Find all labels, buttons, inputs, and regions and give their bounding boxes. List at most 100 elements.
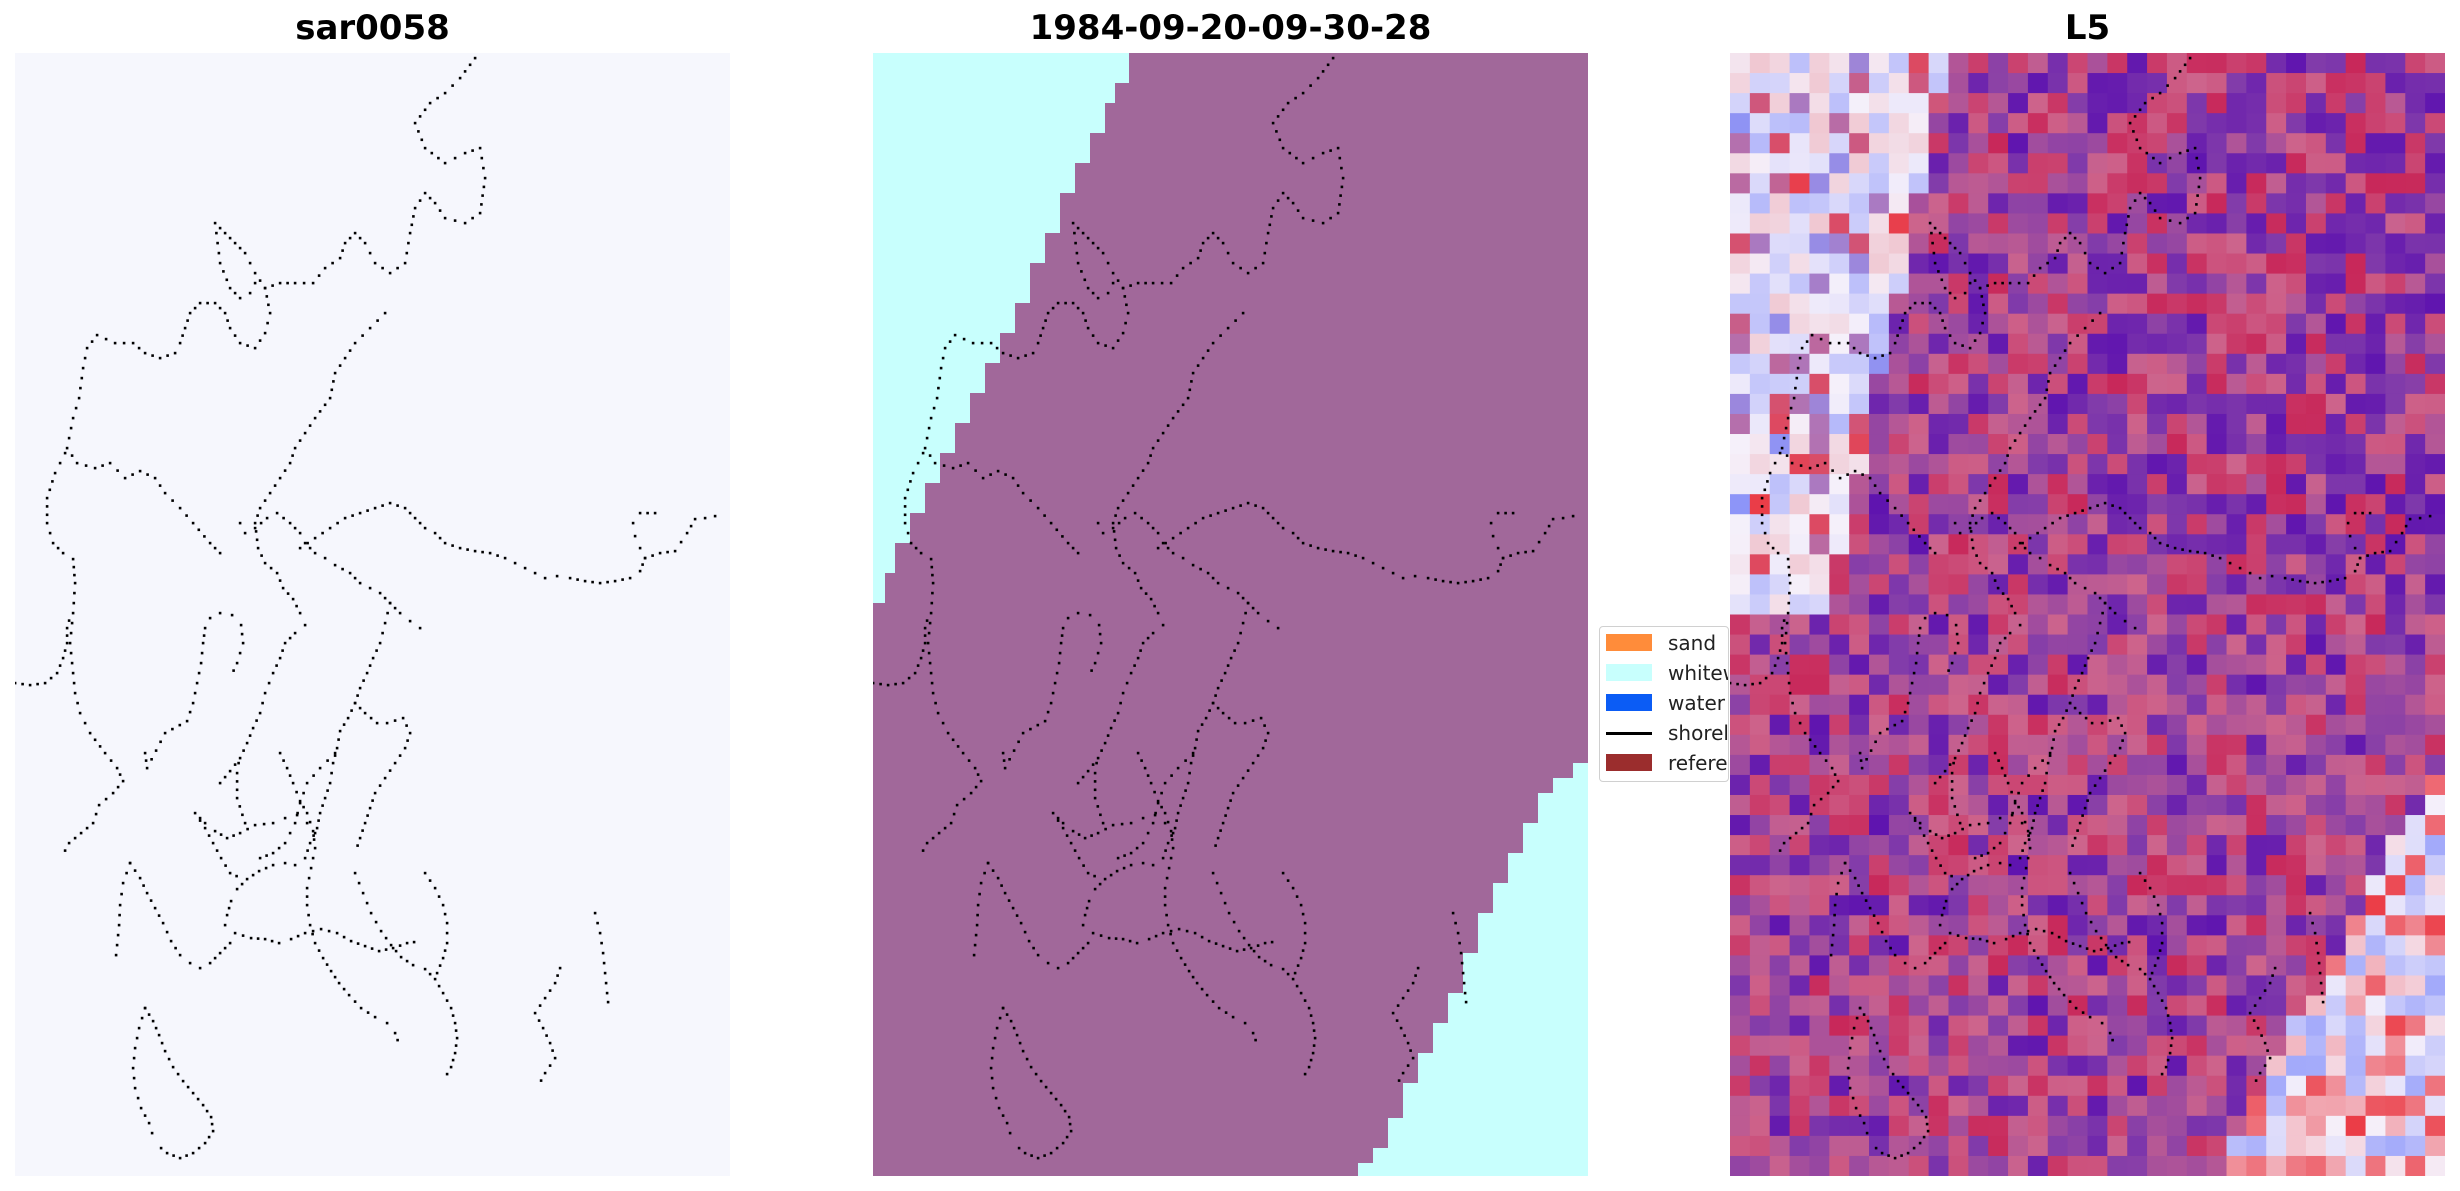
reference-point bbox=[1953, 831, 1957, 835]
l5-pixel bbox=[1749, 373, 1771, 395]
l5-pixel bbox=[2325, 1155, 2347, 1176]
l5-pixel bbox=[2027, 955, 2049, 977]
reference-point bbox=[311, 281, 315, 285]
l5-pixel bbox=[1749, 875, 1771, 896]
reference-point bbox=[2152, 984, 2156, 988]
l5-pixel bbox=[2166, 313, 2188, 335]
l5-pixel bbox=[1730, 855, 1751, 876]
reference-point bbox=[1058, 651, 1062, 655]
reference-point bbox=[1043, 1154, 1046, 1157]
l5-pixel bbox=[2345, 213, 2367, 235]
l5-pixel bbox=[2067, 935, 2089, 957]
reference-point bbox=[1808, 466, 1812, 470]
reference-point bbox=[2125, 223, 2129, 227]
l5-pixel bbox=[2087, 1055, 2108, 1077]
reference-point bbox=[202, 634, 206, 637]
reference-point bbox=[998, 1016, 1002, 1020]
l5-pixel bbox=[1749, 53, 1771, 74]
l5-pixel bbox=[2266, 193, 2287, 215]
l5-pixel bbox=[2226, 975, 2247, 997]
l5-pixel bbox=[2127, 1015, 2148, 1037]
l5-pixel bbox=[2008, 253, 2029, 275]
reference-point bbox=[1401, 1071, 1405, 1075]
reference-point bbox=[288, 636, 292, 640]
l5-pixel bbox=[1908, 73, 1930, 94]
reference-point bbox=[1133, 664, 1136, 667]
reference-point bbox=[1276, 199, 1280, 202]
l5-pixel bbox=[2008, 815, 2029, 836]
reference-point bbox=[1912, 528, 1916, 532]
l5-pixel bbox=[2186, 393, 2208, 415]
l5-pixel bbox=[2405, 1135, 2426, 1157]
reference-point bbox=[238, 831, 242, 835]
reference-point bbox=[942, 464, 946, 467]
reference-point bbox=[1091, 334, 1095, 337]
l5-pixel bbox=[2325, 614, 2347, 636]
reference-point bbox=[1093, 780, 1097, 783]
l5-pixel bbox=[2286, 293, 2307, 315]
reference-point bbox=[1021, 731, 1025, 735]
reference-point bbox=[1119, 701, 1122, 705]
l5-pixel bbox=[2246, 815, 2267, 836]
reference-point bbox=[211, 1129, 215, 1133]
l5-pixel bbox=[2365, 975, 2387, 997]
reference-point bbox=[445, 1072, 449, 1076]
l5-pixel bbox=[1888, 514, 1910, 535]
reference-point bbox=[1271, 206, 1275, 210]
l5-pixel bbox=[2008, 835, 2029, 856]
reference-point bbox=[927, 651, 931, 655]
l5-pixel bbox=[1869, 373, 1890, 395]
reference-point bbox=[428, 972, 432, 976]
reference-point bbox=[1029, 1065, 1033, 1069]
l5-pixel bbox=[1888, 193, 1910, 215]
reference-point bbox=[2113, 944, 2117, 947]
reference-point bbox=[2120, 941, 2124, 945]
reference-point bbox=[2153, 964, 2157, 967]
l5-pixel bbox=[1948, 53, 1969, 74]
l5-pixel bbox=[2345, 1015, 2367, 1037]
l5-pixel bbox=[2206, 574, 2228, 596]
l5-pixel bbox=[2266, 1135, 2287, 1157]
l5-pixel bbox=[1948, 1015, 1969, 1037]
reference-point bbox=[2138, 108, 2142, 112]
reference-point bbox=[151, 1019, 155, 1023]
reference-point bbox=[2008, 526, 2012, 530]
l5-pixel bbox=[2087, 794, 2108, 816]
l5-pixel bbox=[1948, 935, 1969, 957]
l5-pixel bbox=[1888, 855, 1910, 876]
reference-point bbox=[1309, 84, 1312, 87]
l5-pixel bbox=[2345, 1035, 2367, 1057]
l5-pixel bbox=[1988, 714, 2009, 736]
reference-point bbox=[1000, 884, 1003, 887]
reference-point bbox=[1913, 816, 1917, 820]
l5-pixel bbox=[2087, 333, 2108, 355]
l5-pixel bbox=[1829, 935, 1850, 957]
reference-point bbox=[1135, 941, 1139, 945]
l5-pixel bbox=[2147, 193, 2168, 215]
reference-point bbox=[1901, 1085, 1905, 1089]
reference-point bbox=[1071, 546, 1075, 550]
l5-pixel bbox=[1809, 193, 1830, 215]
l5-pixel bbox=[2166, 714, 2188, 736]
l5-pixel bbox=[1908, 53, 1930, 74]
l5-pixel bbox=[2027, 293, 2049, 315]
l5-pixel bbox=[1968, 654, 1989, 676]
reference-point bbox=[295, 813, 299, 817]
reference-point bbox=[1309, 544, 1312, 547]
l5-pixel bbox=[1968, 1095, 1989, 1117]
reference-point bbox=[2156, 956, 2160, 960]
l5-pixel bbox=[2425, 835, 2445, 856]
reference-point bbox=[1886, 1065, 1890, 1069]
reference-point bbox=[1491, 534, 1495, 538]
reference-point bbox=[309, 866, 313, 870]
reference-point bbox=[1090, 834, 1093, 837]
l5-pixel bbox=[2286, 574, 2307, 596]
reference-point bbox=[1160, 791, 1163, 795]
l5-pixel bbox=[1888, 313, 1910, 335]
reference-point bbox=[2311, 921, 2314, 925]
reference-point bbox=[1441, 579, 1445, 583]
l5-pixel bbox=[1789, 133, 1811, 154]
reference-point bbox=[1091, 241, 1095, 245]
reference-point bbox=[1850, 1036, 1854, 1040]
reference-point bbox=[1076, 551, 1080, 555]
